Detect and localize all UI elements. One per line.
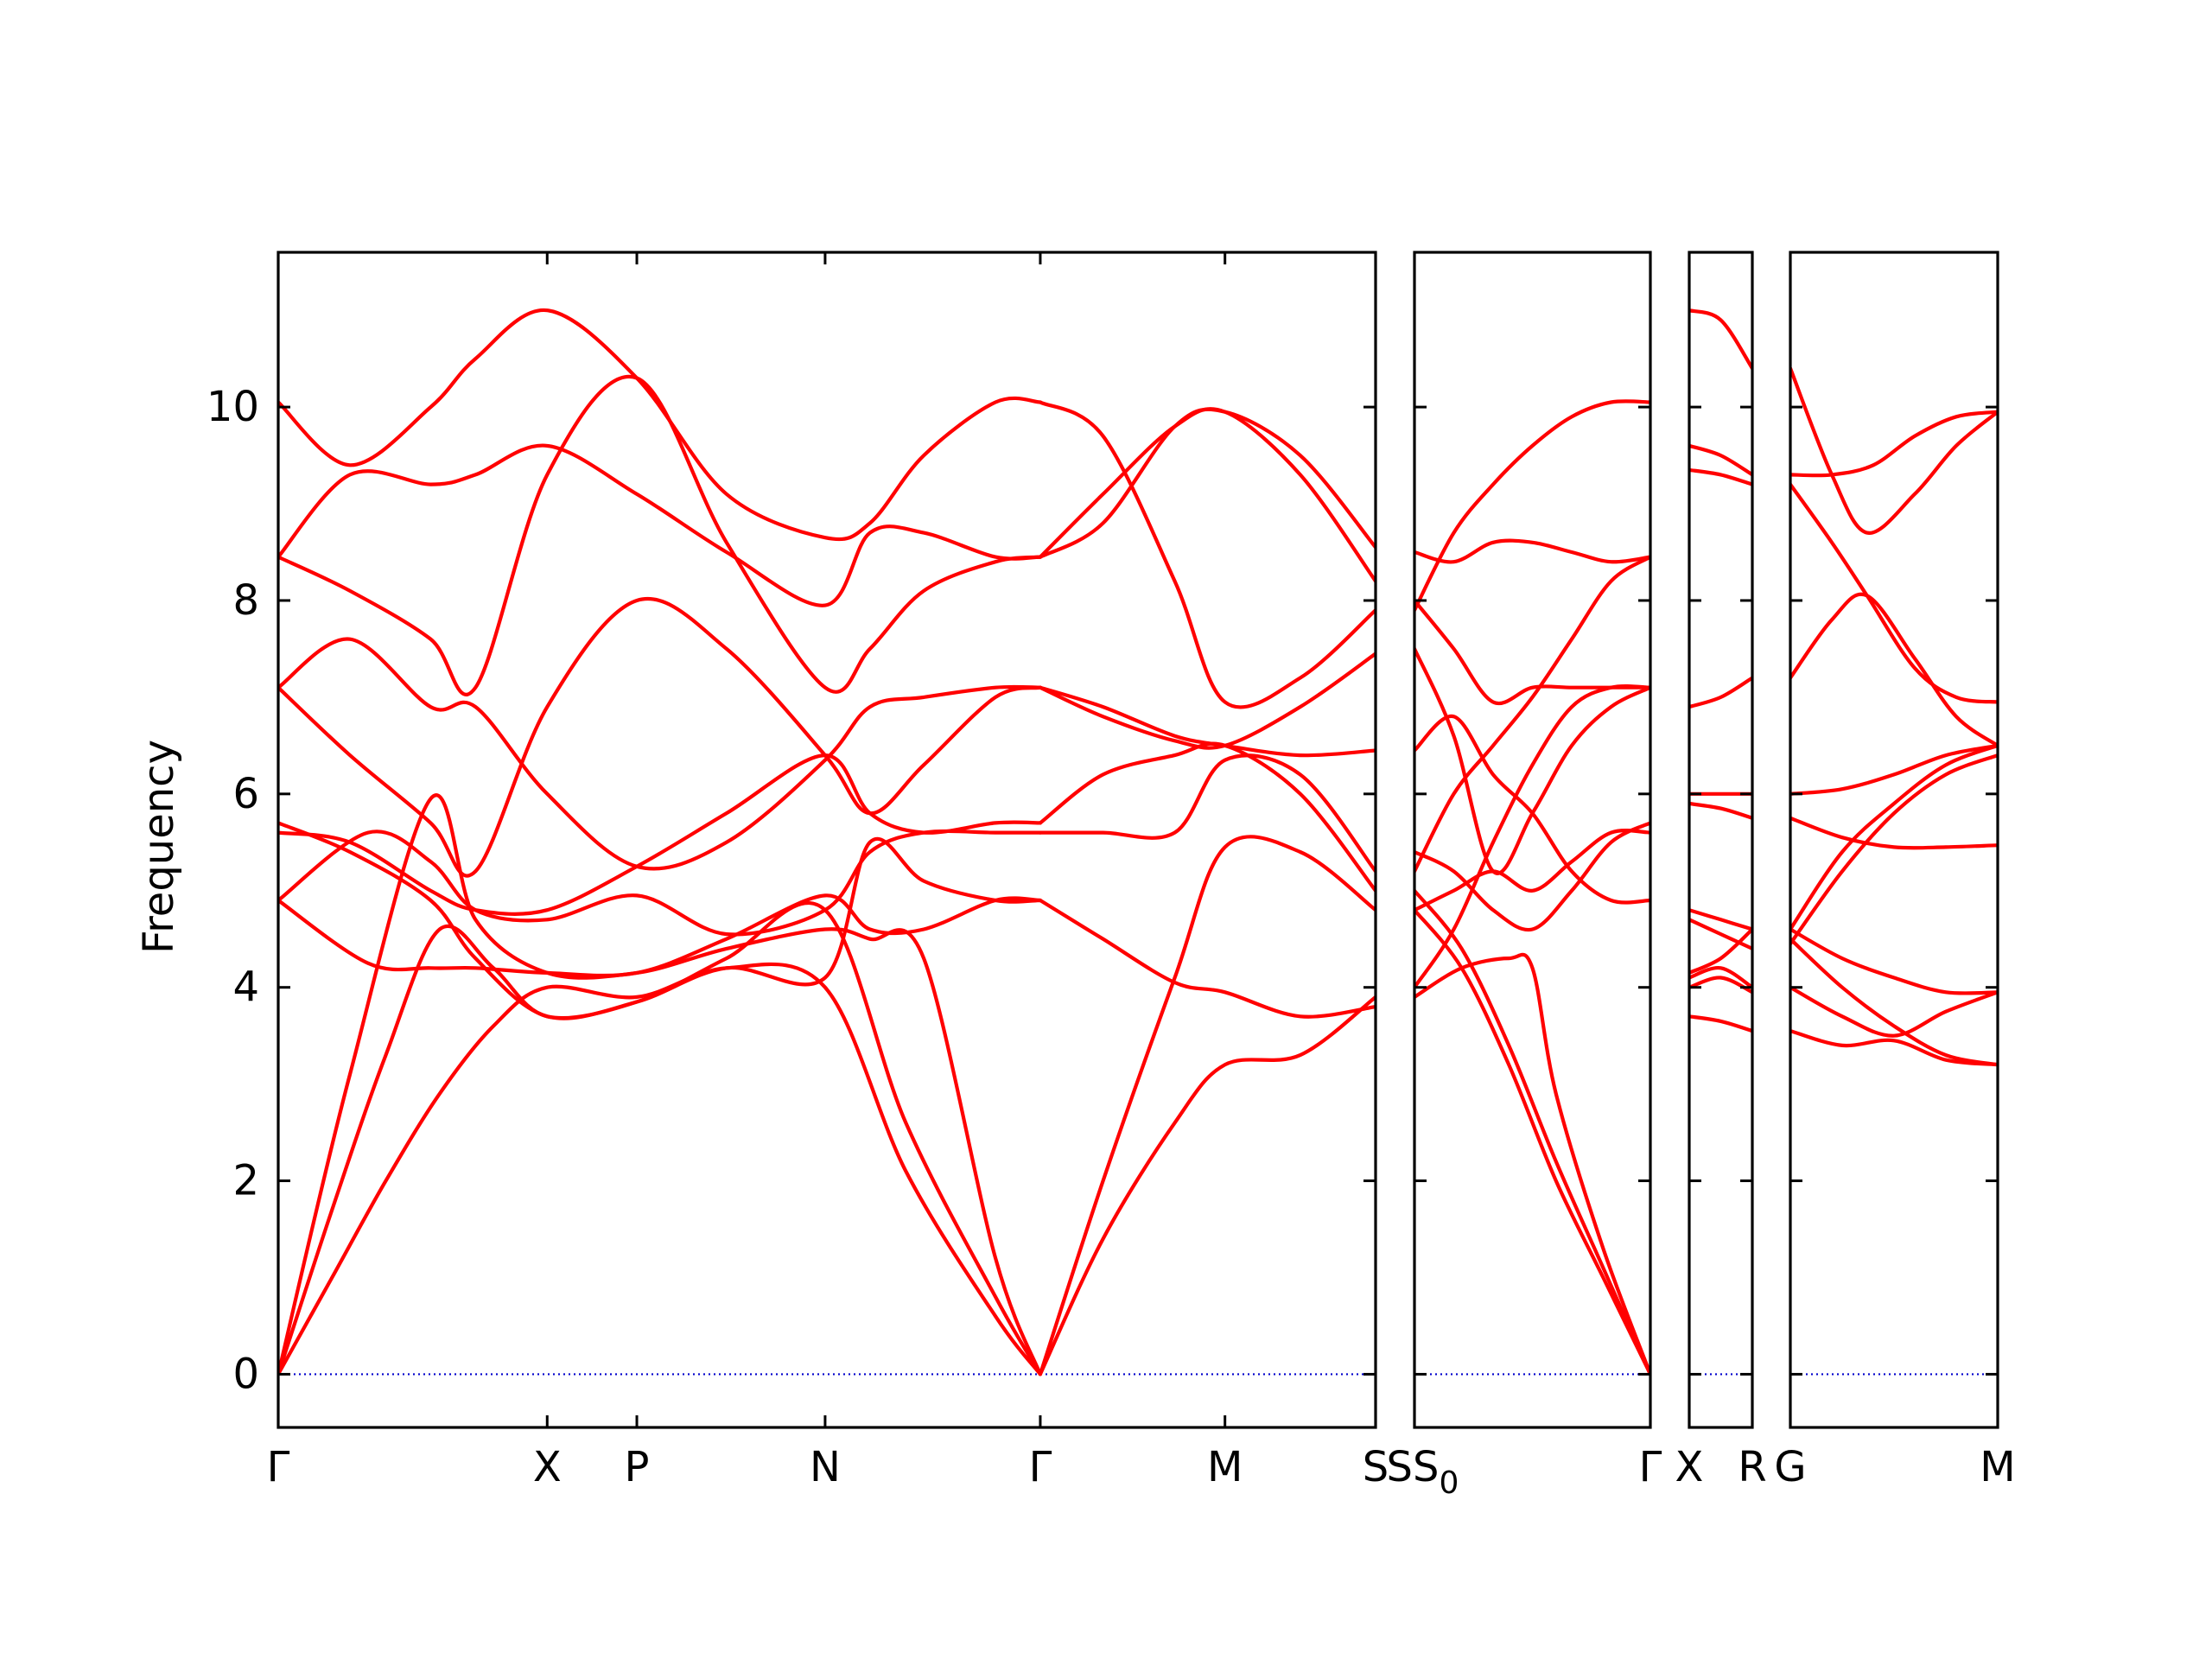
band-line-12 [1414, 683, 1650, 989]
band-line-2 [278, 901, 1042, 1376]
panel-2: S S0 Γ [1387, 251, 1662, 1501]
band-line-8 [278, 597, 1042, 878]
band-line-7 [1414, 646, 1650, 875]
band-line-18 [1038, 685, 1376, 758]
band-line-6 [1790, 816, 1998, 850]
y-tick-label: 8 [232, 576, 259, 625]
band-line-11 [1414, 555, 1650, 874]
band-line-2 [1689, 443, 1752, 477]
x-tick-label: P [625, 1443, 650, 1491]
x-tick-label: Γ [267, 1443, 290, 1491]
band-line-2 [1790, 410, 1998, 478]
band-line-16 [1038, 753, 1376, 874]
band-line-3 [1689, 467, 1752, 486]
y-tick-label: 2 [232, 1157, 259, 1205]
x-tick-label: S [1387, 1443, 1413, 1491]
y-tick-label: 6 [232, 770, 259, 818]
band-line-2 [1414, 908, 1650, 1376]
band-line-13 [1038, 995, 1376, 1376]
band-line-8 [1790, 753, 1998, 946]
band-group [1414, 399, 1650, 1376]
band-line-15 [1038, 898, 1376, 1019]
band-group [1689, 308, 1752, 1033]
band-line-8 [1414, 538, 1650, 564]
x-tick-label: S0 [1413, 1443, 1459, 1501]
panel-frame [276, 251, 1377, 1429]
band-line-10 [278, 374, 1042, 696]
band-line-11 [278, 443, 1042, 607]
band-group [278, 308, 1376, 1376]
y-tick-label: 4 [232, 963, 259, 1012]
band-line-11 [1790, 985, 1998, 1038]
band-line-20 [1038, 400, 1376, 709]
y-axis-label: Frequency [135, 740, 183, 954]
band-line-7 [1790, 743, 1998, 931]
band-line-9 [1790, 927, 1998, 995]
band-line-3 [1790, 482, 1998, 704]
band-line-19 [1038, 407, 1376, 583]
band-line-7 [278, 821, 1042, 1020]
band-line-6 [1689, 801, 1752, 820]
band-line-1 [1790, 366, 1998, 535]
y-tick-label: 0 [232, 1350, 259, 1398]
band-line-9 [278, 637, 1042, 871]
band-line-6 [278, 753, 1042, 916]
band-line-22 [1038, 652, 1376, 750]
band-line-10 [1689, 966, 1752, 989]
band-line-21 [1038, 407, 1376, 559]
band-line-12 [1689, 1014, 1752, 1033]
band-line-3 [1414, 888, 1650, 1376]
band-line-12 [278, 308, 1042, 542]
band-line-1 [1414, 952, 1650, 1376]
band-line-7 [1689, 908, 1752, 931]
x-tick-label: X [1675, 1443, 1704, 1491]
x-tick-label: S [1363, 1443, 1389, 1491]
x-tick-label: Γ [1029, 1443, 1052, 1491]
x-tick-label: M [1980, 1443, 2015, 1491]
x-tick-label: G [1774, 1443, 1806, 1491]
band-line-4 [1790, 592, 1998, 747]
panel-frame [1789, 251, 1999, 1429]
x-tick-label: N [810, 1443, 841, 1491]
band-line-9 [1689, 927, 1752, 975]
x-tick-label: R [1738, 1443, 1766, 1491]
band-line-10 [1790, 937, 1998, 1067]
band-line-4 [278, 893, 1042, 978]
band-line-6 [1414, 715, 1650, 905]
band-line-14 [1038, 835, 1376, 1376]
band-group [1790, 366, 1998, 1067]
band-line-4 [1689, 676, 1752, 709]
x-tick-label: M [1207, 1443, 1243, 1491]
band-line-4 [1414, 829, 1650, 912]
y-tick-label: 10 [207, 383, 259, 431]
band-line-1 [278, 962, 1042, 1376]
x-tick-label-subscript: 0 [1439, 1465, 1459, 1501]
x-tick-label: Γ [1639, 1443, 1662, 1491]
band-line-5 [1790, 743, 1998, 796]
band-line-5 [1414, 821, 1650, 932]
band-line-8 [1689, 918, 1752, 950]
panel-frame [1688, 251, 1754, 1429]
band-line-12 [1790, 1029, 1998, 1067]
band-line-1 [1689, 308, 1752, 371]
x-tick-label: X [533, 1443, 562, 1491]
panel-frame [1413, 251, 1652, 1429]
band-line-10 [1414, 399, 1650, 613]
